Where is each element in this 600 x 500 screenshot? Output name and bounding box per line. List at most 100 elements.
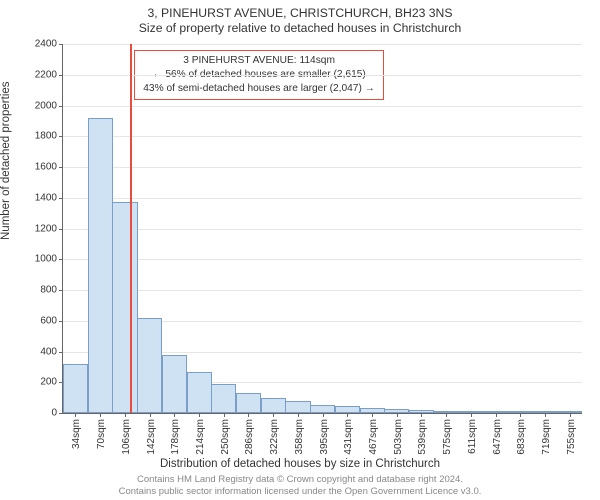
x-tick-mark — [372, 413, 373, 417]
y-tick-label: 600 — [40, 315, 57, 326]
grid-line — [63, 136, 582, 137]
x-tick-label: 322sqm — [269, 419, 280, 455]
chart-title-line2: Size of property relative to detached ho… — [0, 21, 600, 35]
y-tick-mark — [59, 229, 63, 230]
y-tick-label: 800 — [40, 285, 57, 296]
y-tick-label: 1600 — [35, 162, 57, 173]
y-tick-label: 1000 — [35, 254, 57, 265]
x-tick-mark — [224, 413, 225, 417]
y-tick-label: 0 — [51, 408, 57, 419]
y-tick-mark — [59, 44, 63, 45]
x-tick-label: 34sqm — [71, 419, 82, 449]
y-tick-label: 2400 — [35, 39, 57, 50]
x-tick-label: 575sqm — [442, 419, 453, 455]
histogram-bar — [88, 118, 113, 413]
x-tick-label: 647sqm — [492, 419, 503, 455]
y-tick-mark — [59, 290, 63, 291]
grid-line — [63, 167, 582, 168]
x-tick-mark — [545, 413, 546, 417]
annotation-line3: 43% of semi-detached houses are larger (… — [143, 82, 375, 96]
plot-area: 3 PINEHURST AVENUE: 114sqm ← 56% of deta… — [62, 44, 582, 414]
histogram-bar — [137, 318, 162, 413]
histogram-bar — [236, 393, 261, 413]
y-tick-mark — [59, 106, 63, 107]
x-tick-mark — [520, 413, 521, 417]
x-tick-mark — [471, 413, 472, 417]
x-tick-label: 178sqm — [170, 419, 181, 455]
grid-line — [63, 259, 582, 260]
footer-line2: Contains public sector information licen… — [0, 486, 600, 498]
y-axis-label: Number of detached properties — [0, 81, 12, 240]
y-tick-mark — [59, 198, 63, 199]
x-tick-label: 70sqm — [96, 419, 107, 449]
y-tick-label: 1800 — [35, 131, 57, 142]
x-tick-mark — [298, 413, 299, 417]
x-tick-label: 250sqm — [220, 419, 231, 455]
y-tick-mark — [59, 167, 63, 168]
x-tick-mark — [199, 413, 200, 417]
histogram-bar — [211, 384, 236, 413]
x-tick-mark — [347, 413, 348, 417]
y-tick-mark — [59, 352, 63, 353]
grid-line — [63, 198, 582, 199]
chart-title-line1: 3, PINEHURST AVENUE, CHRISTCHURCH, BH23 … — [0, 6, 600, 20]
histogram-bar — [63, 364, 88, 413]
histogram-bar — [187, 372, 212, 414]
histogram-bar — [112, 202, 137, 413]
y-tick-label: 200 — [40, 377, 57, 388]
x-tick-label: 611sqm — [467, 419, 478, 454]
x-tick-mark — [496, 413, 497, 417]
grid-line — [63, 75, 582, 76]
y-tick-label: 2000 — [35, 100, 57, 111]
y-tick-label: 1400 — [35, 192, 57, 203]
x-tick-mark — [150, 413, 151, 417]
y-tick-label: 2200 — [35, 69, 57, 80]
footer-line1: Contains HM Land Registry data © Crown c… — [0, 474, 600, 486]
y-tick-mark — [59, 136, 63, 137]
footer: Contains HM Land Registry data © Crown c… — [0, 474, 600, 498]
x-tick-mark — [125, 413, 126, 417]
annotation-line1: 3 PINEHURST AVENUE: 114sqm — [143, 54, 375, 68]
x-tick-mark — [75, 413, 76, 417]
x-tick-label: 431sqm — [343, 419, 354, 455]
chart-container: 3, PINEHURST AVENUE, CHRISTCHURCH, BH23 … — [0, 0, 600, 500]
x-tick-label: 539sqm — [417, 419, 428, 455]
y-tick-label: 400 — [40, 346, 57, 357]
x-tick-mark — [446, 413, 447, 417]
x-tick-label: 683sqm — [516, 419, 527, 455]
grid-line — [63, 229, 582, 230]
x-tick-mark — [570, 413, 571, 417]
y-tick-label: 1200 — [35, 223, 57, 234]
y-tick-mark — [59, 413, 63, 414]
x-tick-mark — [397, 413, 398, 417]
histogram-bar — [285, 401, 310, 413]
x-tick-label: 106sqm — [121, 419, 132, 455]
y-tick-mark — [59, 259, 63, 260]
histogram-bar — [310, 405, 335, 413]
grid-line — [63, 106, 582, 107]
x-tick-mark — [174, 413, 175, 417]
y-tick-mark — [59, 321, 63, 322]
x-tick-label: 755sqm — [566, 419, 577, 455]
x-tick-label: 286sqm — [244, 419, 255, 455]
histogram-bar — [261, 398, 286, 413]
histogram-bar — [162, 355, 187, 413]
x-tick-mark — [323, 413, 324, 417]
x-tick-label: 719sqm — [541, 419, 552, 455]
grid-line — [63, 290, 582, 291]
histogram-bar — [335, 406, 360, 413]
x-tick-label: 503sqm — [393, 419, 404, 455]
x-tick-label: 142sqm — [146, 419, 157, 455]
x-tick-label: 358sqm — [294, 419, 305, 455]
y-tick-mark — [59, 75, 63, 76]
x-tick-mark — [421, 413, 422, 417]
x-tick-label: 214sqm — [195, 419, 206, 455]
x-tick-label: 395sqm — [319, 419, 330, 455]
grid-line — [63, 44, 582, 45]
x-tick-mark — [100, 413, 101, 417]
x-tick-label: 467sqm — [368, 419, 379, 455]
chart-title-block: 3, PINEHURST AVENUE, CHRISTCHURCH, BH23 … — [0, 6, 600, 35]
x-tick-mark — [273, 413, 274, 417]
x-tick-mark — [248, 413, 249, 417]
reference-line — [130, 44, 132, 413]
